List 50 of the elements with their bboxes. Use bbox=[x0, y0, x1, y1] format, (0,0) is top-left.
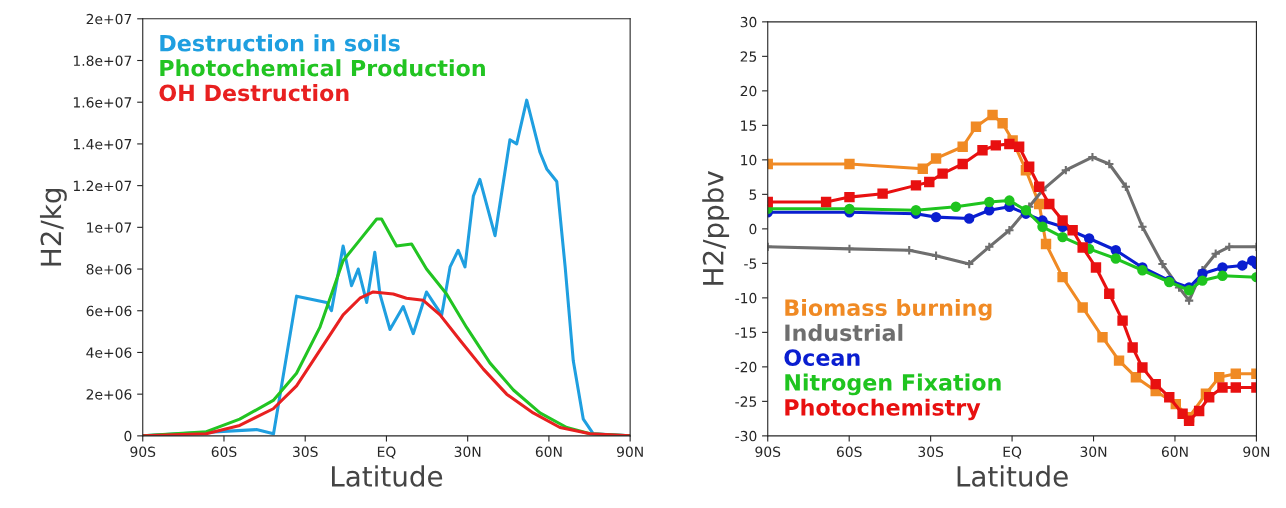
x-tick-label: EQ bbox=[1003, 446, 1022, 459]
y-tick-label: 0 bbox=[749, 223, 757, 235]
y-tick-label: 10 bbox=[741, 154, 757, 166]
y-tick-label: 1e+07 bbox=[87, 222, 132, 233]
x-tick-label: 90S bbox=[130, 446, 156, 458]
y-tick-label: 1.4e+07 bbox=[73, 138, 132, 150]
x-tick-label: 90S bbox=[755, 446, 781, 458]
text: Ocean bbox=[784, 349, 860, 366]
y-tick-label: -15 bbox=[735, 327, 757, 338]
y-tick-label: -20 bbox=[735, 361, 757, 373]
text: OH Destruction bbox=[159, 84, 349, 102]
y-axis-title: H2/kg bbox=[39, 189, 67, 266]
x-tick-label: 90N bbox=[1243, 446, 1270, 458]
y-tick-label: 0 bbox=[124, 430, 132, 442]
y-tick-label: 5 bbox=[749, 189, 757, 200]
x-tick-label: 30S bbox=[293, 446, 318, 458]
y-tick-label: 4e+06 bbox=[86, 347, 132, 358]
x-tick-label: 60S bbox=[836, 446, 862, 458]
text: Photochemical Production bbox=[160, 59, 485, 77]
y-tick-label: 30 bbox=[740, 16, 757, 28]
x-tick-label: 30N bbox=[1080, 446, 1107, 458]
x-tick-label: EQ bbox=[377, 446, 396, 459]
y-tick-label: -30 bbox=[735, 430, 757, 442]
y-tick-label: -5 bbox=[744, 258, 757, 269]
text: Nitrogen Fixation bbox=[785, 373, 1001, 396]
y-tick-label: 2e+07 bbox=[86, 13, 132, 25]
text: Industrial bbox=[785, 323, 903, 342]
x-tick-label: 60N bbox=[535, 446, 562, 458]
text: Photochemistry bbox=[785, 398, 981, 421]
text: Biomass burning bbox=[785, 298, 992, 321]
x-tick-label: 60S bbox=[211, 446, 237, 458]
y-tick-label: -10 bbox=[735, 292, 757, 304]
y-tick-label: 6e+06 bbox=[86, 305, 132, 317]
text: Destruction in soils bbox=[160, 34, 400, 52]
y-tick-label: 15 bbox=[741, 120, 757, 131]
x-tick-label: 30N bbox=[454, 446, 481, 458]
x-tick-label: 90N bbox=[616, 446, 643, 458]
x-tick-label: 30S bbox=[918, 446, 944, 458]
y-tick-label: 8e+06 bbox=[86, 264, 132, 275]
y-tick-label: 1.2e+07 bbox=[73, 180, 132, 192]
y-axis-title: H2/ppbv bbox=[702, 171, 730, 285]
y-tick-label: 20 bbox=[740, 85, 757, 97]
y-tick-label: 1.6e+07 bbox=[73, 97, 132, 108]
y-tick-label: 1.8e+07 bbox=[73, 55, 132, 66]
x-tick-label: 60N bbox=[1161, 446, 1188, 458]
y-tick-label: -25 bbox=[735, 396, 757, 407]
y-tick-label: 25 bbox=[740, 51, 757, 62]
x-axis-title: Latitude bbox=[332, 465, 443, 487]
y-tick-label: 2e+06 bbox=[86, 389, 132, 400]
x-axis-title: Latitude bbox=[957, 465, 1068, 487]
